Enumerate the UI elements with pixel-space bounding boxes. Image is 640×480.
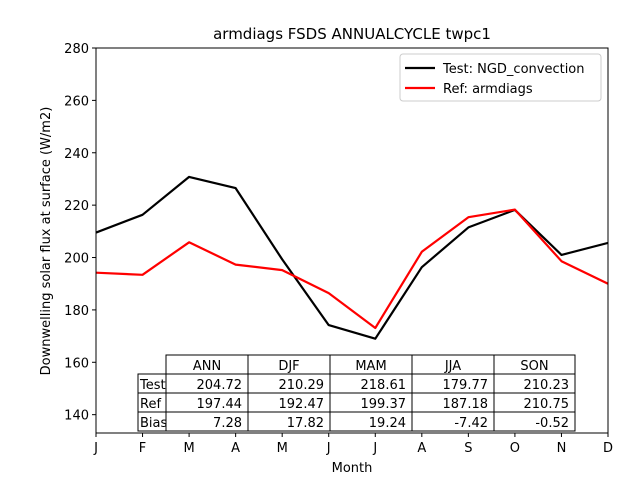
y-tick-label: 220 xyxy=(64,199,89,214)
x-tick-label: A xyxy=(231,441,240,456)
table-header-label: DJF xyxy=(278,359,299,374)
table-header-label: SON xyxy=(520,359,548,374)
table-cell-value: 187.18 xyxy=(443,397,489,412)
y-tick-label: 280 xyxy=(64,42,89,57)
table-header-label: JJA xyxy=(444,359,461,374)
x-tick-label: M xyxy=(277,441,288,456)
table-cell-value: 210.29 xyxy=(279,378,325,393)
x-tick-label: A xyxy=(417,441,426,456)
chart-title: armdiags FSDS ANNUALCYCLE twpc1 xyxy=(213,25,491,43)
x-tick-label: S xyxy=(464,441,472,456)
x-tick-label: N xyxy=(557,441,567,456)
plot-area xyxy=(96,175,608,340)
table-cell-value: -0.52 xyxy=(535,416,569,431)
y-tick-label: 200 xyxy=(64,252,89,267)
y-tick-label: 180 xyxy=(64,304,89,319)
table-row-label: Ref xyxy=(140,397,161,412)
x-tick-label: O xyxy=(510,441,520,456)
table-cell-value: 199.37 xyxy=(361,397,407,412)
y-axis: 140 160 180 200 220 240 260 280 xyxy=(64,42,96,424)
table-row-label: Test xyxy=(139,378,166,393)
x-tick-label: J xyxy=(326,441,331,456)
table-cell-value: 210.23 xyxy=(524,378,570,393)
y-axis-title: Downwelling solar flux at surface (W/m2) xyxy=(39,107,54,376)
series-line-test xyxy=(96,175,608,340)
table-header-label: ANN xyxy=(193,359,221,374)
y-tick-label: 260 xyxy=(64,94,89,109)
x-tick-label: F xyxy=(139,441,146,456)
plot-frame xyxy=(95,47,609,434)
table-cell-value: 192.47 xyxy=(279,397,325,412)
x-tick-label: D xyxy=(603,441,613,456)
table-cell-value: 7.28 xyxy=(213,416,242,431)
table-cell-value: -7.42 xyxy=(454,416,488,431)
table-cell-value: 197.44 xyxy=(197,397,243,412)
data-table: ANN DJF MAM JJA SON Test 204.72 210.29 218.61 179… xyxy=(137,354,576,432)
y-tick-label: 160 xyxy=(64,356,89,371)
y-tick-label: 140 xyxy=(64,409,89,424)
table-header-label: MAM xyxy=(355,359,386,374)
legend: Test: NGD_convection Ref: armdiags xyxy=(399,53,602,102)
table-cell-value: 19.24 xyxy=(369,416,406,431)
legend-box xyxy=(399,53,602,102)
y-tick-label: 240 xyxy=(64,147,89,162)
table-cell-value: 218.61 xyxy=(361,378,407,393)
x-tick-label: M xyxy=(183,441,194,456)
table-cell-value: 204.72 xyxy=(197,378,243,393)
x-axis-title: Month xyxy=(332,461,373,476)
x-tick-label: J xyxy=(372,441,377,456)
x-tick-label: J xyxy=(93,441,98,456)
table-cell-value: 17.82 xyxy=(287,416,324,431)
series-line-ref xyxy=(96,208,608,330)
table-cell-value: 179.77 xyxy=(443,378,489,393)
table-cell xyxy=(493,411,576,432)
legend-label: Ref: armdiags xyxy=(443,82,533,97)
table-row-label: Bias xyxy=(140,416,167,431)
legend-label: Test: NGD_convection xyxy=(442,62,585,77)
table-cell-value: 210.75 xyxy=(524,397,570,412)
